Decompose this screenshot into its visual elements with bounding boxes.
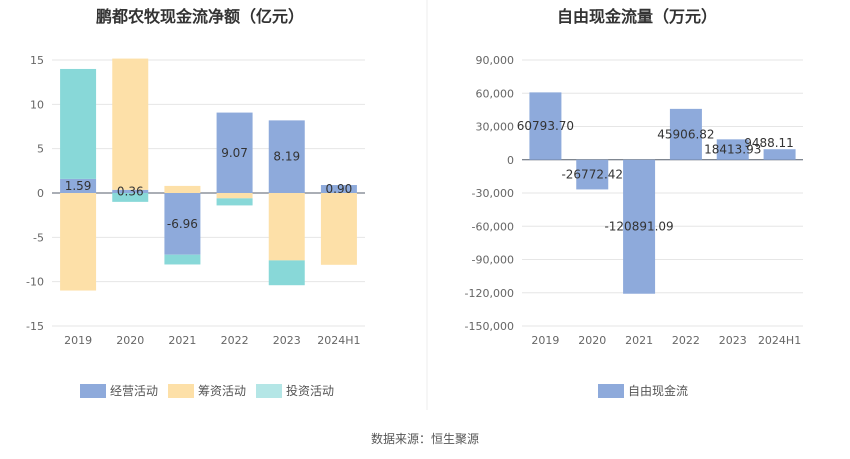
data-label: -120891.09: [604, 220, 673, 234]
y-tick-label: -150,000: [465, 320, 514, 333]
data-label: -6.96: [167, 217, 198, 231]
y-tick-label: -30,000: [472, 187, 514, 200]
bar: [576, 159, 609, 190]
bar-segment: [216, 198, 253, 206]
bar-segment: [60, 178, 97, 193]
legend-financing[interactable]: 筹资活动: [168, 384, 246, 398]
bar-segment: [112, 193, 149, 202]
chart-title-left: 鹏都农牧现金流净额（亿元）: [96, 7, 304, 26]
x-tick-label: 2021: [168, 334, 196, 347]
bar-segment: [164, 185, 201, 193]
bar: [669, 108, 702, 160]
y-tick-label: 60,000: [476, 87, 515, 100]
right-x-ticks: 2019 2020 2021 2022 2023 2024H1: [531, 334, 801, 347]
legend-swatch-free-cash-flow: [598, 384, 624, 398]
y-tick-label: 15: [30, 54, 44, 67]
x-tick-label: 2020: [116, 334, 144, 347]
bar-segment: [60, 68, 97, 179]
y-tick-label: 0: [37, 187, 44, 200]
x-tick-label: 2019: [531, 334, 559, 347]
legend-operating[interactable]: 经营活动: [80, 384, 158, 398]
legend-swatch-investing: [256, 384, 282, 398]
bar-segment: [216, 112, 253, 193]
data-label: 9488.11: [744, 136, 794, 150]
data-label: 0.36: [117, 184, 144, 198]
y-tick-label: -10: [26, 276, 44, 289]
chart-title-right: 自由现金流量（万元）: [557, 7, 717, 26]
y-tick-label: -5: [33, 231, 44, 244]
data-label: 18413.93: [704, 143, 761, 157]
left-bars: [60, 58, 357, 291]
legend-swatch-operating: [80, 384, 106, 398]
y-tick-label: -120,000: [465, 287, 514, 300]
data-label: 1.59: [65, 179, 92, 193]
bar-segment: [268, 193, 305, 261]
left-data-labels: 1.59 0.36 -6.96 9.07 8.19 0.90: [65, 146, 353, 231]
y-tick-label: 0: [507, 154, 514, 167]
y-tick-label: -90,000: [472, 254, 514, 267]
data-label: 0.90: [326, 182, 353, 196]
bar-segment: [268, 260, 305, 286]
left-grid: [52, 59, 365, 327]
x-tick-label: 2024H1: [317, 334, 360, 347]
bar-segment: [164, 193, 201, 255]
y-tick-label: 5: [37, 143, 44, 156]
right-bars: [529, 92, 796, 294]
x-tick-label: 2023: [719, 334, 747, 347]
legend-label-operating: 经营活动: [110, 384, 158, 398]
left-x-ticks: 2019 2020 2021 2022 2023 2024H1: [64, 334, 360, 347]
bar-segment: [320, 185, 357, 193]
bar: [716, 139, 749, 160]
x-tick-label: 2024H1: [758, 334, 801, 347]
data-label: 9.07: [221, 146, 248, 160]
x-tick-label: 2021: [625, 334, 653, 347]
legend-label-financing: 筹资活动: [198, 384, 246, 398]
x-tick-label: 2020: [578, 334, 606, 347]
data-label: 45906.82: [657, 127, 714, 141]
bar-segment: [112, 189, 149, 193]
left-y-ticks: 15 10 5 0 -5 -10 -15: [26, 54, 44, 333]
data-label: -26772.42: [561, 168, 623, 182]
bar-segment: [112, 58, 149, 190]
y-tick-label: 30,000: [476, 121, 515, 134]
free-cash-flow-chart: 自由现金流量（万元） 60793.70 -26772.42 -120891.09 45…: [465, 7, 803, 398]
x-tick-label: 2022: [221, 334, 249, 347]
legend-swatch-financing: [168, 384, 194, 398]
bar: [763, 149, 796, 160]
legend-free-cash-flow[interactable]: 自由现金流: [598, 383, 688, 398]
right-data-labels: 60793.70 -26772.42 -120891.09 45906.82 18413…: [517, 119, 794, 234]
y-tick-label: -60,000: [472, 220, 514, 233]
x-tick-label: 2019: [64, 334, 92, 347]
y-tick-label: 90,000: [476, 54, 515, 67]
legend-investing[interactable]: 投资活动: [256, 383, 334, 398]
y-tick-label: 10: [30, 98, 44, 111]
data-label: 8.19: [273, 150, 300, 164]
x-tick-label: 2023: [273, 334, 301, 347]
y-tick-label: -15: [26, 320, 44, 333]
legend-label-investing: 投资活动: [286, 383, 334, 398]
bar-segment: [60, 193, 97, 291]
bar: [529, 92, 562, 160]
bar-segment: [216, 193, 253, 199]
bar-segment: [268, 120, 305, 193]
right-y-ticks: 90,000 60,000 30,000 0 -30,000 -60,000 -90,000…: [465, 54, 514, 333]
bar-segment: [320, 193, 357, 265]
data-label: 60793.70: [517, 119, 574, 133]
right-grid: [522, 59, 803, 327]
bar: [623, 159, 656, 294]
bar-segment: [164, 254, 201, 265]
source-note: 数据来源：恒生聚源: [370, 432, 479, 446]
x-tick-label: 2022: [672, 334, 700, 347]
cash-flow-chart: 鹏都农牧现金流净额（亿元） 1.59 0.36-6.969.07 8.190.90 …: [26, 7, 365, 398]
legend-label-free-cash-flow: 自由现金流: [628, 383, 688, 398]
